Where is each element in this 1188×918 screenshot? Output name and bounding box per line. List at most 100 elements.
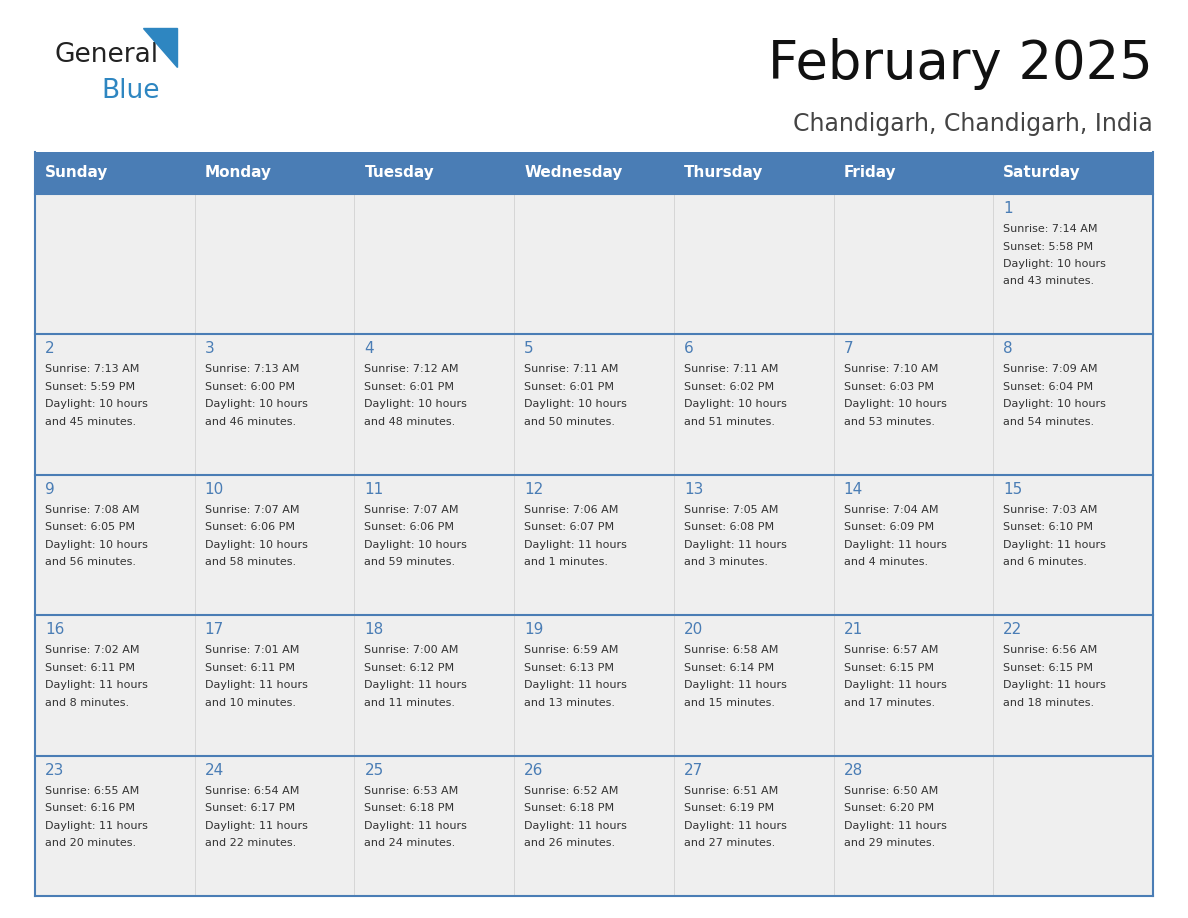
- Bar: [674, 152, 834, 194]
- Text: Sunset: 6:01 PM: Sunset: 6:01 PM: [365, 382, 455, 392]
- Text: Daylight: 10 hours: Daylight: 10 hours: [45, 540, 147, 550]
- Text: and 6 minutes.: and 6 minutes.: [1004, 557, 1087, 567]
- Text: Sunset: 6:18 PM: Sunset: 6:18 PM: [365, 803, 455, 813]
- Text: 14: 14: [843, 482, 862, 497]
- Text: and 10 minutes.: and 10 minutes.: [204, 698, 296, 708]
- Text: Daylight: 11 hours: Daylight: 11 hours: [684, 540, 786, 550]
- Text: and 26 minutes.: and 26 minutes.: [524, 838, 615, 848]
- Text: 28: 28: [843, 763, 862, 778]
- Text: Tuesday: Tuesday: [365, 165, 434, 181]
- Text: 11: 11: [365, 482, 384, 497]
- Text: Daylight: 10 hours: Daylight: 10 hours: [1004, 259, 1106, 269]
- Text: Sunrise: 7:03 AM: Sunrise: 7:03 AM: [1004, 505, 1098, 515]
- Text: and 4 minutes.: and 4 minutes.: [843, 557, 928, 567]
- Text: Daylight: 11 hours: Daylight: 11 hours: [843, 540, 947, 550]
- Text: Sunrise: 7:10 AM: Sunrise: 7:10 AM: [843, 364, 939, 375]
- Text: 12: 12: [524, 482, 543, 497]
- Bar: [34, 194, 1154, 334]
- Text: and 56 minutes.: and 56 minutes.: [45, 557, 135, 567]
- Text: Sunrise: 6:53 AM: Sunrise: 6:53 AM: [365, 786, 459, 796]
- Text: Sunset: 6:10 PM: Sunset: 6:10 PM: [1004, 522, 1093, 532]
- Text: 18: 18: [365, 622, 384, 637]
- Text: and 3 minutes.: and 3 minutes.: [684, 557, 767, 567]
- Text: Daylight: 11 hours: Daylight: 11 hours: [524, 540, 627, 550]
- Bar: [34, 334, 1154, 475]
- Bar: [34, 152, 195, 194]
- Text: Sunrise: 6:56 AM: Sunrise: 6:56 AM: [1004, 645, 1098, 655]
- Text: Sunset: 6:15 PM: Sunset: 6:15 PM: [1004, 663, 1093, 673]
- Text: Sunrise: 7:00 AM: Sunrise: 7:00 AM: [365, 645, 459, 655]
- Bar: [514, 152, 674, 194]
- Text: and 53 minutes.: and 53 minutes.: [843, 417, 935, 427]
- Text: Sunrise: 7:07 AM: Sunrise: 7:07 AM: [365, 505, 459, 515]
- Text: General: General: [55, 42, 159, 68]
- Text: Sunset: 6:05 PM: Sunset: 6:05 PM: [45, 522, 135, 532]
- Text: Sunrise: 7:08 AM: Sunrise: 7:08 AM: [45, 505, 139, 515]
- Text: Sunrise: 7:05 AM: Sunrise: 7:05 AM: [684, 505, 778, 515]
- Text: and 48 minutes.: and 48 minutes.: [365, 417, 456, 427]
- Text: Sunset: 6:11 PM: Sunset: 6:11 PM: [204, 663, 295, 673]
- Text: Sunrise: 6:55 AM: Sunrise: 6:55 AM: [45, 786, 139, 796]
- Text: 8: 8: [1004, 341, 1013, 356]
- Text: Daylight: 10 hours: Daylight: 10 hours: [684, 399, 786, 409]
- Text: 10: 10: [204, 482, 225, 497]
- Text: Sunset: 5:59 PM: Sunset: 5:59 PM: [45, 382, 135, 392]
- Text: Sunrise: 7:12 AM: Sunrise: 7:12 AM: [365, 364, 459, 375]
- Text: Sunrise: 7:13 AM: Sunrise: 7:13 AM: [45, 364, 139, 375]
- Text: Daylight: 11 hours: Daylight: 11 hours: [204, 821, 308, 831]
- Text: Sunrise: 7:13 AM: Sunrise: 7:13 AM: [204, 364, 299, 375]
- Text: Daylight: 11 hours: Daylight: 11 hours: [1004, 540, 1106, 550]
- Text: 16: 16: [45, 622, 64, 637]
- Text: Sunset: 6:06 PM: Sunset: 6:06 PM: [204, 522, 295, 532]
- Text: Daylight: 11 hours: Daylight: 11 hours: [45, 680, 147, 690]
- Text: Sunrise: 7:14 AM: Sunrise: 7:14 AM: [1004, 224, 1098, 234]
- Text: Daylight: 10 hours: Daylight: 10 hours: [204, 540, 308, 550]
- Text: Daylight: 11 hours: Daylight: 11 hours: [843, 821, 947, 831]
- Text: Monday: Monday: [204, 165, 272, 181]
- Text: Sunday: Sunday: [45, 165, 108, 181]
- Text: Sunrise: 6:58 AM: Sunrise: 6:58 AM: [684, 645, 778, 655]
- Text: Daylight: 10 hours: Daylight: 10 hours: [843, 399, 947, 409]
- Text: Daylight: 11 hours: Daylight: 11 hours: [365, 821, 467, 831]
- Text: Daylight: 11 hours: Daylight: 11 hours: [843, 680, 947, 690]
- Text: Sunset: 6:13 PM: Sunset: 6:13 PM: [524, 663, 614, 673]
- Text: Sunrise: 7:02 AM: Sunrise: 7:02 AM: [45, 645, 139, 655]
- Text: Daylight: 10 hours: Daylight: 10 hours: [204, 399, 308, 409]
- Text: and 13 minutes.: and 13 minutes.: [524, 698, 615, 708]
- Text: and 46 minutes.: and 46 minutes.: [204, 417, 296, 427]
- Text: and 27 minutes.: and 27 minutes.: [684, 838, 775, 848]
- Text: Sunrise: 7:09 AM: Sunrise: 7:09 AM: [1004, 364, 1098, 375]
- Text: Sunrise: 7:07 AM: Sunrise: 7:07 AM: [204, 505, 299, 515]
- Text: 21: 21: [843, 622, 862, 637]
- Text: 26: 26: [524, 763, 544, 778]
- Text: Sunrise: 7:01 AM: Sunrise: 7:01 AM: [204, 645, 299, 655]
- Text: Sunrise: 6:59 AM: Sunrise: 6:59 AM: [524, 645, 619, 655]
- Text: Sunrise: 7:04 AM: Sunrise: 7:04 AM: [843, 505, 939, 515]
- Text: 1: 1: [1004, 201, 1013, 216]
- Text: Sunset: 6:16 PM: Sunset: 6:16 PM: [45, 803, 135, 813]
- Text: and 11 minutes.: and 11 minutes.: [365, 698, 455, 708]
- Text: Sunset: 6:01 PM: Sunset: 6:01 PM: [524, 382, 614, 392]
- Text: and 22 minutes.: and 22 minutes.: [204, 838, 296, 848]
- Text: 24: 24: [204, 763, 225, 778]
- Text: Daylight: 10 hours: Daylight: 10 hours: [365, 540, 467, 550]
- Text: Sunset: 5:58 PM: Sunset: 5:58 PM: [1004, 241, 1093, 252]
- Text: Daylight: 11 hours: Daylight: 11 hours: [524, 821, 627, 831]
- Text: Sunrise: 6:54 AM: Sunrise: 6:54 AM: [204, 786, 299, 796]
- Text: Sunset: 6:17 PM: Sunset: 6:17 PM: [204, 803, 295, 813]
- Text: 13: 13: [684, 482, 703, 497]
- Text: and 15 minutes.: and 15 minutes.: [684, 698, 775, 708]
- Text: 3: 3: [204, 341, 215, 356]
- Text: Sunrise: 7:06 AM: Sunrise: 7:06 AM: [524, 505, 619, 515]
- Text: Sunset: 6:18 PM: Sunset: 6:18 PM: [524, 803, 614, 813]
- Text: Sunset: 6:07 PM: Sunset: 6:07 PM: [524, 522, 614, 532]
- Text: Blue: Blue: [101, 78, 159, 104]
- Text: and 1 minutes.: and 1 minutes.: [524, 557, 608, 567]
- Text: Daylight: 10 hours: Daylight: 10 hours: [524, 399, 627, 409]
- Text: 17: 17: [204, 622, 225, 637]
- Text: and 24 minutes.: and 24 minutes.: [365, 838, 456, 848]
- Text: Sunrise: 6:52 AM: Sunrise: 6:52 AM: [524, 786, 619, 796]
- Text: Sunset: 6:20 PM: Sunset: 6:20 PM: [843, 803, 934, 813]
- Bar: [195, 152, 354, 194]
- Text: 5: 5: [524, 341, 533, 356]
